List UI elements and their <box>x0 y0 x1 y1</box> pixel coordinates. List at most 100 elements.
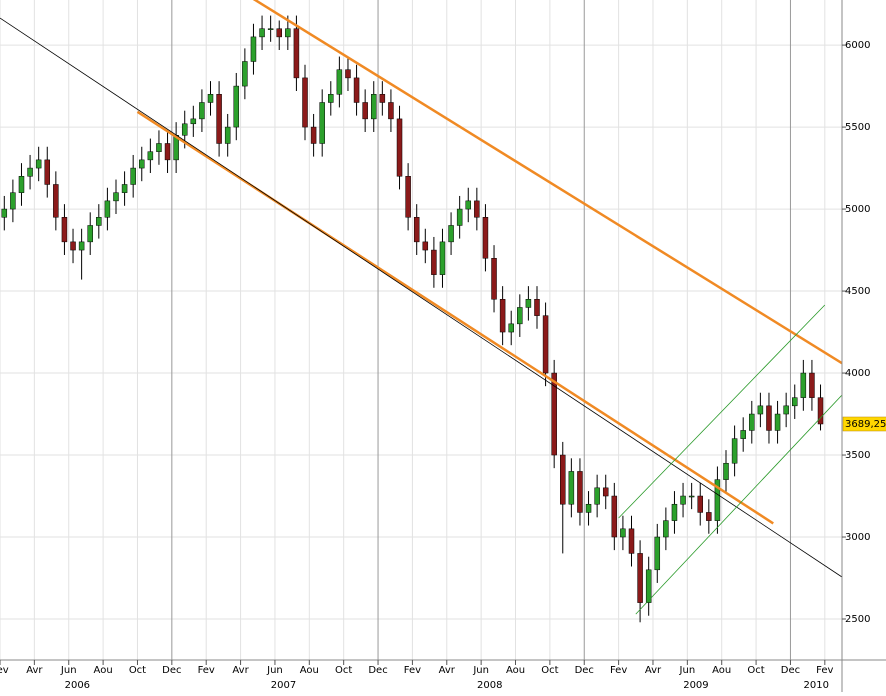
candle-body <box>499 299 506 333</box>
trend-line <box>0 17 842 578</box>
candle-body <box>491 258 497 300</box>
candle-body <box>379 94 386 103</box>
candle-body <box>1 208 8 218</box>
x-tick-label: Dec <box>575 665 594 676</box>
candle-body <box>783 405 789 415</box>
candle-body <box>774 413 781 431</box>
candle-body <box>791 397 798 407</box>
candle-body <box>121 184 128 193</box>
candle-body <box>757 405 764 415</box>
candle-body <box>164 143 171 161</box>
candle-body <box>353 77 360 103</box>
x-tick-label: Jun <box>60 665 77 676</box>
last-price-label: 3689,25 <box>845 419 886 430</box>
candle-body <box>456 208 463 226</box>
x-tick-label: Oct <box>747 665 764 676</box>
candle-body <box>216 94 222 144</box>
candle-body <box>706 512 712 521</box>
candle-body <box>749 413 755 431</box>
candle-body <box>482 217 489 259</box>
candle-body <box>594 487 600 505</box>
candle-body <box>740 430 746 439</box>
candle-body <box>645 569 652 603</box>
candle-body <box>585 503 592 513</box>
candle-body <box>620 528 626 538</box>
x-tick-label: Dec <box>781 665 800 676</box>
x-tick-label: Fev <box>198 665 215 676</box>
x-tick-label: Aou <box>94 665 113 676</box>
candle-body <box>568 471 575 505</box>
candle-body <box>809 372 815 398</box>
candle-body <box>525 299 532 308</box>
x-tick-label: Jun <box>679 665 696 676</box>
candle-body <box>259 28 265 38</box>
candle-body <box>130 167 136 185</box>
candle-body <box>328 94 334 103</box>
candle-body <box>517 307 523 325</box>
candle-body <box>44 159 51 185</box>
candle-body <box>242 61 248 87</box>
candle-body <box>508 323 514 333</box>
candle-body <box>27 167 33 177</box>
x-tick-label: Fev <box>610 665 627 676</box>
axes: 2500 3000 3500 4000 4500 5000 5500 6000 Fev Avr Ju… <box>0 40 886 691</box>
candle-body <box>302 77 308 128</box>
y-tick-label: 5500 <box>845 122 870 133</box>
candle-body <box>405 176 411 218</box>
candle-body <box>577 471 583 513</box>
candle-body <box>139 159 145 169</box>
y-tick-label: 4500 <box>845 286 870 297</box>
candle-body <box>96 217 102 226</box>
candle-body <box>637 553 643 603</box>
x-tick-label: Fev <box>816 665 833 676</box>
year-label: 2008 <box>477 680 502 691</box>
candle-body <box>413 217 420 243</box>
candle-body <box>697 495 703 513</box>
x-tick-label: Aou <box>712 665 731 676</box>
candle-body <box>663 520 669 538</box>
x-tick-label: Fev <box>404 665 421 676</box>
candle-body <box>61 217 68 243</box>
x-tick-label: Oct <box>335 665 352 676</box>
candle-body <box>534 299 540 316</box>
candle-body <box>731 438 738 464</box>
candle-body <box>267 28 274 30</box>
x-tick-label: Oct <box>541 665 558 676</box>
x-tick-label: Fev <box>0 665 9 676</box>
candle-body <box>285 28 291 38</box>
year-label: 2009 <box>683 680 708 691</box>
candle-body <box>602 487 609 497</box>
candle-body <box>276 28 282 38</box>
candle-body <box>448 225 454 243</box>
year-label: 2006 <box>65 680 90 691</box>
candle-body <box>199 102 205 120</box>
year-label: 2010 <box>803 680 828 691</box>
candle-body <box>439 241 446 275</box>
x-tick-label: Dec <box>368 665 387 676</box>
candle-body <box>560 454 566 505</box>
x-tick-label: Avr <box>232 665 249 676</box>
x-tick-label: Jun <box>266 665 283 676</box>
candle-body <box>147 151 154 161</box>
candle-body <box>611 495 618 538</box>
candle-body <box>542 315 549 374</box>
y-tick-label: 3000 <box>845 532 870 543</box>
candle-body <box>310 126 317 144</box>
candle-body <box>474 200 480 218</box>
candle-body <box>250 36 257 62</box>
y-tick-label: 6000 <box>845 40 870 51</box>
candle-body <box>53 184 59 218</box>
candle-body <box>336 69 343 95</box>
candle-body <box>224 126 231 144</box>
candle-body <box>766 405 772 431</box>
x-tick-label: Oct <box>129 665 146 676</box>
trend-line <box>136 110 774 525</box>
candle-body <box>190 118 197 125</box>
candle-body <box>800 372 807 398</box>
candle-body <box>362 102 368 120</box>
candle-body <box>104 200 111 218</box>
candle-body <box>233 85 240 128</box>
candle-body <box>422 241 429 251</box>
